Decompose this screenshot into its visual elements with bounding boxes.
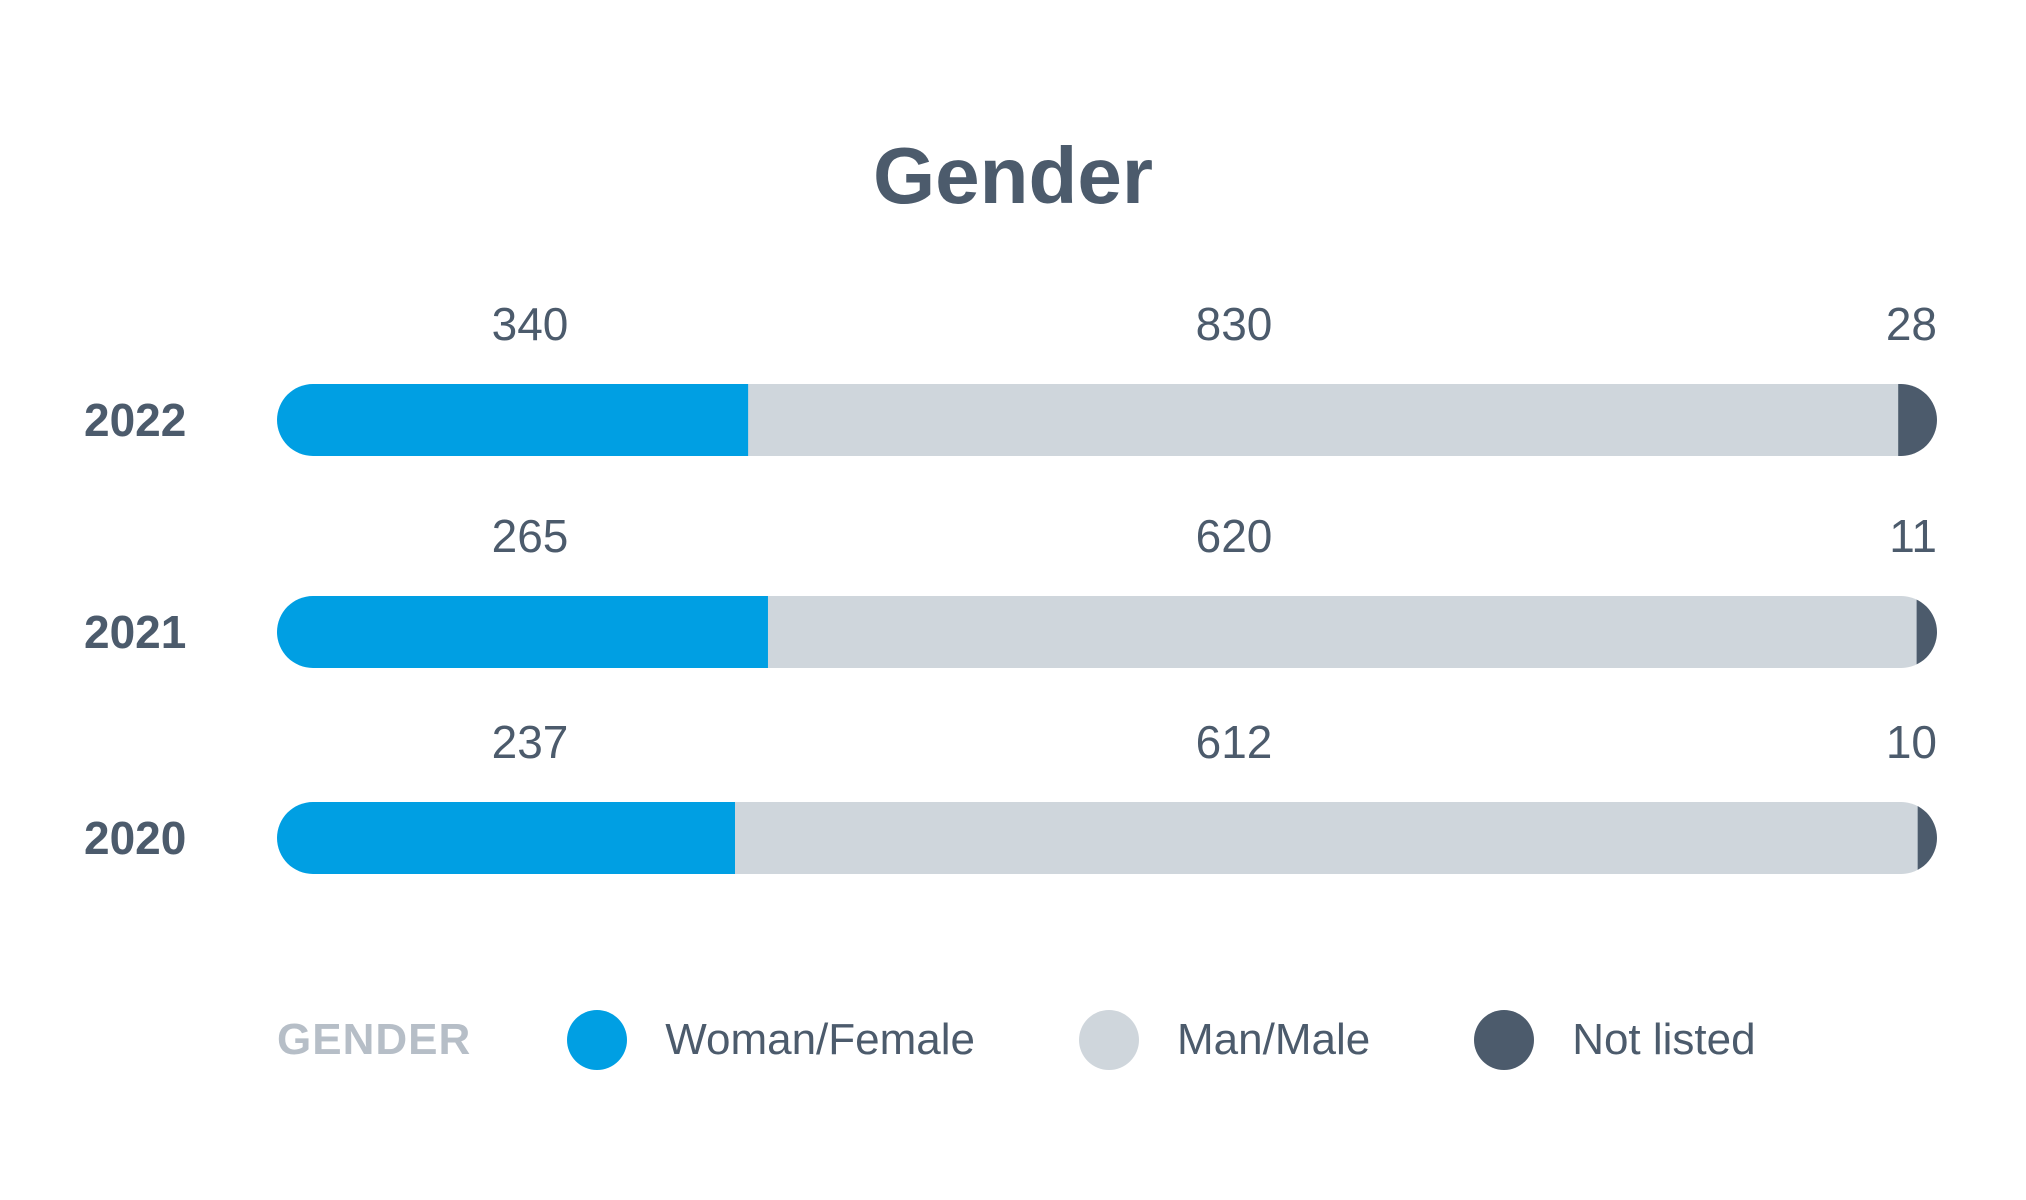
data-label-2021-man-male: 620: [1196, 510, 1273, 562]
bar-segment-2022-man-male: [748, 384, 1899, 456]
data-label-2021-woman-female: 265: [492, 510, 569, 562]
legend-swatch-man-male: [1079, 1010, 1139, 1070]
bar-segment-2021-man-male: [767, 596, 1918, 668]
bar-segment-2020-not-listed: [1917, 802, 1937, 874]
bar-segment-2020-woman-female: [277, 802, 736, 874]
category-label-2021: 2021: [84, 606, 186, 658]
legend-title: GENDER: [277, 1015, 472, 1064]
data-label-2022-woman-female: 340: [492, 298, 569, 350]
legend-item-woman-female: Woman/Female: [567, 1010, 975, 1070]
data-label-2022-man-male: 830: [1196, 298, 1273, 350]
data-label-2022-not-listed: 28: [1886, 298, 1937, 350]
chart-title: Gender: [872, 131, 1154, 220]
legend-label-man-male: Man/Male: [1177, 1015, 1371, 1064]
legend-item-man-male: Man/Male: [1079, 1010, 1370, 1070]
bar-segment-2022-woman-female: [277, 384, 749, 456]
data-label-2020-man-male: 612: [1196, 716, 1273, 768]
category-label-2022: 2022: [84, 394, 186, 446]
data-label-2020-not-listed: 10: [1886, 716, 1937, 768]
bar-segment-2022-not-listed: [1898, 384, 1937, 456]
legend-label-woman-female: Woman/Female: [665, 1015, 975, 1064]
bar-segment-2021-not-listed: [1916, 596, 1937, 668]
bar-row-2021: [277, 596, 1937, 668]
data-label-2020-woman-female: 237: [492, 716, 569, 768]
category-label-2020: 2020: [84, 812, 186, 864]
legend-swatch-woman-female: [567, 1010, 628, 1070]
bar-segment-2021-woman-female: [277, 596, 769, 668]
legend-label-not-listed: Not listed: [1572, 1015, 1756, 1064]
bar-segment-2020-man-male: [734, 802, 1919, 874]
data-label-2021-not-listed: 11: [1889, 510, 1937, 562]
bar-row-2020: [277, 802, 1937, 874]
legend-swatch-not-listed: [1474, 1010, 1535, 1070]
legend: GENDER Woman/Female Man/Male Not listed: [277, 1005, 1860, 1075]
legend-item-not-listed: Not listed: [1474, 1010, 1756, 1070]
bar-row-2022: [277, 384, 1937, 456]
